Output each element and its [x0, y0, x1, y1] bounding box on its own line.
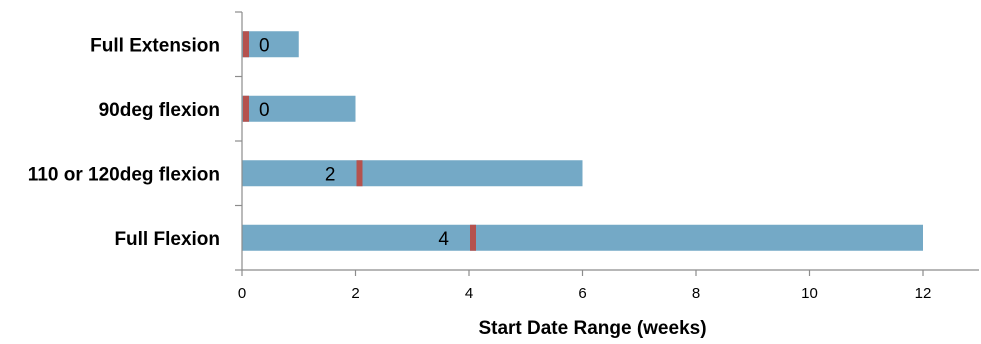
x-tick-label: 10	[801, 285, 818, 302]
x-tick-label: 12	[915, 285, 932, 302]
x-tick-label: 6	[578, 285, 586, 302]
marker-value-label: 0	[259, 100, 270, 121]
start-marker	[470, 224, 476, 251]
x-ticks-layer: 0 2 4 6 8 10 12	[238, 270, 932, 302]
category-label: 110 or 120deg flexion	[28, 164, 220, 185]
range-bar	[242, 224, 923, 251]
marker-value-label: 4	[438, 229, 449, 250]
start-marker	[243, 31, 249, 58]
y-ticks-layer	[235, 11, 242, 271]
start-marker	[243, 95, 249, 122]
x-tick-label: 8	[692, 285, 700, 302]
range-bar	[242, 95, 356, 122]
x-tick-label: 4	[465, 285, 473, 302]
markers-layer	[243, 31, 476, 251]
range-bar	[242, 160, 583, 187]
x-tick-label: 0	[238, 285, 246, 302]
marker-labels-layer: 0 0 2 4	[259, 35, 449, 250]
marker-value-label: 2	[325, 164, 336, 185]
category-label: Full Extension	[90, 35, 220, 56]
category-labels: Full Extension 90deg flexion 110 or 120deg…	[28, 35, 220, 250]
range-bar	[242, 31, 299, 58]
category-label: Full Flexion	[114, 229, 220, 250]
x-axis-title: Start Date Range (weeks)	[478, 318, 706, 339]
category-label: 90deg flexion	[99, 100, 220, 121]
x-tick-label: 2	[351, 285, 359, 302]
marker-value-label: 0	[259, 35, 270, 56]
bars-layer	[242, 31, 923, 251]
start-marker	[356, 160, 363, 187]
